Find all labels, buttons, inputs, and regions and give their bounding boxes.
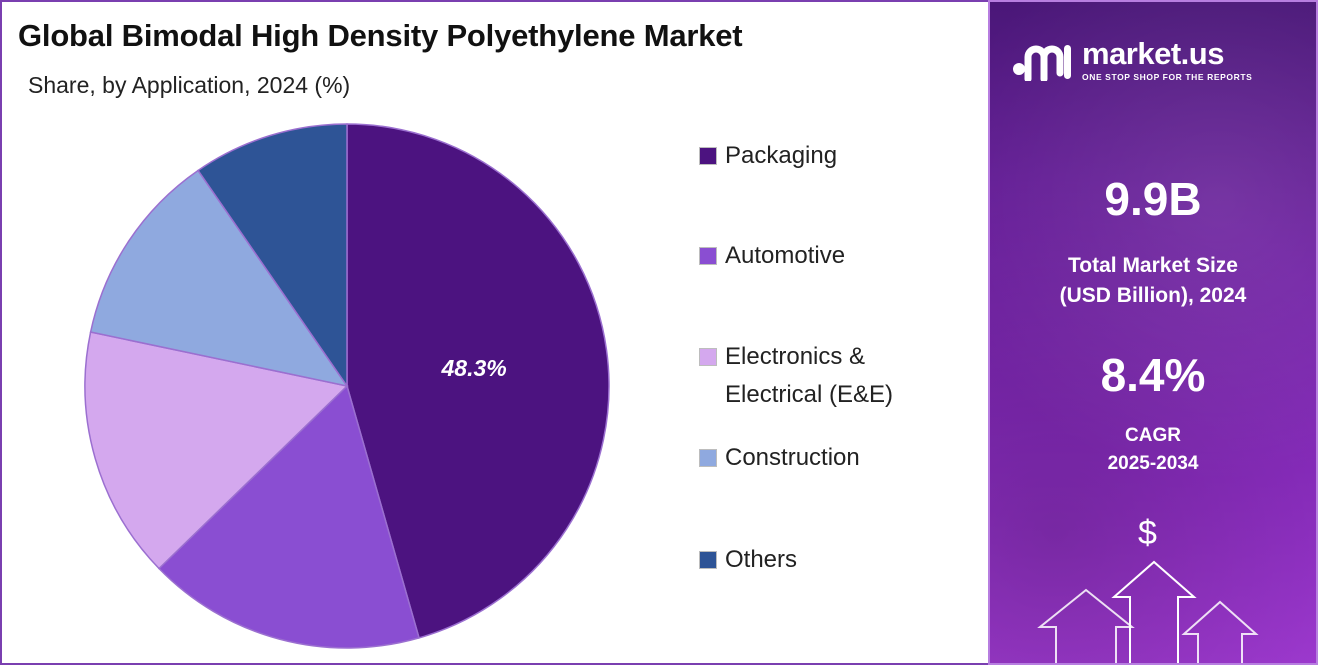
legend-item-electronics-electrical-e-e: Electronics & Electrical (E&E) [699, 338, 925, 414]
dollar-icon: $ [1138, 514, 1157, 552]
cagr-label: CAGR [1125, 425, 1181, 446]
market-us-logo-icon [1013, 45, 1071, 81]
legend-item-automotive: Automotive [699, 237, 925, 275]
legend-item-others: Others [699, 541, 925, 579]
pie-slice-automotive [157, 384, 420, 649]
pie-chart: 48.3% [84, 123, 610, 649]
panel-background [990, 2, 1316, 663]
summary-panel: market.us ONE STOP SHOP FOR THE REPORTS … [988, 0, 1318, 665]
brand: market.us ONE STOP SHOP FOR THE REPORTS [1010, 38, 1252, 82]
chart-panel: Global Bimodal High Density Polyethylene… [0, 0, 988, 665]
legend-item-construction: Construction [699, 439, 925, 477]
legend-swatch [699, 147, 717, 165]
legend-swatch [699, 449, 717, 467]
data-label-packaging: 48.3% [441, 355, 507, 381]
legend-label: Construction [725, 444, 860, 471]
legend-label: Others [725, 546, 798, 573]
brand-tagline: ONE STOP SHOP FOR THE REPORTS [1082, 72, 1253, 82]
legend-swatch [699, 247, 717, 265]
legend-swatch [699, 348, 717, 366]
chart-subtitle: Share, by Application, 2024 (%) [28, 72, 351, 98]
pie-slice-construction [89, 169, 349, 388]
pie-slice-electronics-electrical-e-e [84, 331, 349, 570]
chart-title: Global Bimodal High Density Polyethylene… [18, 18, 743, 53]
growth-arrows-icon [1037, 560, 1259, 663]
legend-swatch [699, 551, 717, 569]
pie-slice-others [197, 123, 348, 389]
legend-label: Packaging [725, 142, 838, 169]
cagr-period: 2025-2034 [1107, 453, 1199, 474]
market-size-label-line2: (USD Billion), 2024 [1059, 284, 1247, 307]
brand-name: market.us [1082, 36, 1224, 71]
market-size-label-line1: Total Market Size [1068, 254, 1238, 277]
cagr-value: 8.4% [1100, 349, 1206, 401]
market-size-value: 9.9B [1104, 173, 1202, 225]
pie-slice-packaging [346, 123, 610, 639]
legend-label: Automotive [725, 242, 846, 269]
legend-item-packaging: Packaging [699, 137, 925, 175]
legend-label: Electronics & Electrical (E&E) [725, 343, 894, 408]
